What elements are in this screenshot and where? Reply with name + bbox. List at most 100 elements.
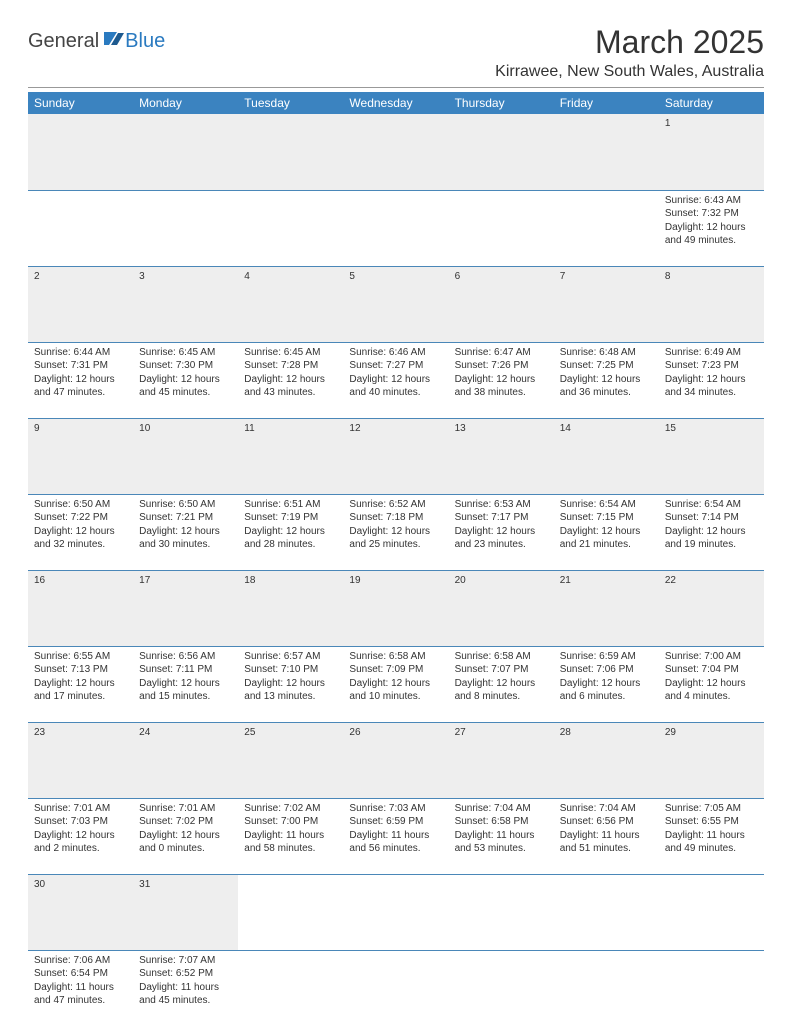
daylight-line: Daylight: 12 hours	[139, 373, 232, 387]
day-cell: Sunrise: 6:49 AMSunset: 7:23 PMDaylight:…	[659, 342, 764, 418]
daylight-line: Daylight: 11 hours	[139, 981, 232, 995]
daylight-line: Daylight: 12 hours	[244, 677, 337, 691]
sunset-line: Sunset: 7:10 PM	[244, 663, 337, 677]
day-number-cell: 28	[554, 722, 659, 798]
page-header: General Blue March 2025 Kirrawee, New So…	[28, 24, 764, 88]
daylight-line: Daylight: 12 hours	[560, 373, 653, 387]
sunset-line: Sunset: 7:07 PM	[455, 663, 548, 677]
day-cell: Sunrise: 6:58 AMSunset: 7:07 PMDaylight:…	[449, 646, 554, 722]
sunrise-line: Sunrise: 7:07 AM	[139, 954, 232, 968]
sunrise-line: Sunrise: 7:04 AM	[455, 802, 548, 816]
sunrise-line: Sunrise: 6:46 AM	[349, 346, 442, 360]
day-cell: Sunrise: 6:50 AMSunset: 7:22 PMDaylight:…	[28, 494, 133, 570]
daylight-line-2: and 15 minutes.	[139, 690, 232, 704]
sunrise-line: Sunrise: 6:51 AM	[244, 498, 337, 512]
daylight-line: Daylight: 12 hours	[560, 677, 653, 691]
sunrise-line: Sunrise: 7:06 AM	[34, 954, 127, 968]
sunset-line: Sunset: 7:09 PM	[349, 663, 442, 677]
empty-day-cell	[554, 950, 659, 1026]
day-cell: Sunrise: 6:57 AMSunset: 7:10 PMDaylight:…	[238, 646, 343, 722]
daylight-line-2: and 49 minutes.	[665, 842, 758, 856]
day-number-cell: 14	[554, 418, 659, 494]
empty-day-cell	[343, 190, 448, 266]
daylight-line-2: and 58 minutes.	[244, 842, 337, 856]
daylight-line: Daylight: 12 hours	[34, 373, 127, 387]
daylight-line: Daylight: 12 hours	[455, 677, 548, 691]
empty-daynum-cell	[659, 874, 764, 950]
brand-logo: General Blue	[28, 30, 165, 53]
empty-daynum-cell	[133, 114, 238, 190]
daylight-line: Daylight: 11 hours	[560, 829, 653, 843]
day-cell: Sunrise: 6:53 AMSunset: 7:17 PMDaylight:…	[449, 494, 554, 570]
sunrise-line: Sunrise: 6:57 AM	[244, 650, 337, 664]
weekday-header: Sunday	[28, 92, 133, 114]
sunrise-line: Sunrise: 6:55 AM	[34, 650, 127, 664]
daylight-line-2: and 38 minutes.	[455, 386, 548, 400]
sunset-line: Sunset: 7:28 PM	[244, 359, 337, 373]
sunrise-line: Sunrise: 6:58 AM	[349, 650, 442, 664]
detail-row: Sunrise: 7:01 AMSunset: 7:03 PMDaylight:…	[28, 798, 764, 874]
day-number-cell: 15	[659, 418, 764, 494]
day-number-cell: 26	[343, 722, 448, 798]
sunrise-line: Sunrise: 7:01 AM	[34, 802, 127, 816]
daylight-line-2: and 4 minutes.	[665, 690, 758, 704]
daynum-row: 1	[28, 114, 764, 190]
empty-daynum-cell	[238, 874, 343, 950]
daylight-line: Daylight: 12 hours	[665, 525, 758, 539]
calendar-table: SundayMondayTuesdayWednesdayThursdayFrid…	[28, 92, 764, 1026]
detail-row: Sunrise: 6:55 AMSunset: 7:13 PMDaylight:…	[28, 646, 764, 722]
day-number-cell: 12	[343, 418, 448, 494]
detail-row: Sunrise: 7:06 AMSunset: 6:54 PMDaylight:…	[28, 950, 764, 1026]
daylight-line: Daylight: 12 hours	[139, 677, 232, 691]
day-cell: Sunrise: 7:04 AMSunset: 6:56 PMDaylight:…	[554, 798, 659, 874]
empty-daynum-cell	[554, 874, 659, 950]
month-title: March 2025	[495, 24, 764, 61]
daylight-line: Daylight: 12 hours	[349, 677, 442, 691]
daylight-line: Daylight: 12 hours	[34, 525, 127, 539]
daylight-line-2: and 25 minutes.	[349, 538, 442, 552]
daynum-row: 3031	[28, 874, 764, 950]
sunrise-line: Sunrise: 6:47 AM	[455, 346, 548, 360]
day-number-cell: 5	[343, 266, 448, 342]
daylight-line: Daylight: 12 hours	[455, 373, 548, 387]
daynum-row: 23242526272829	[28, 722, 764, 798]
day-cell: Sunrise: 7:02 AMSunset: 7:00 PMDaylight:…	[238, 798, 343, 874]
daylight-line-2: and 13 minutes.	[244, 690, 337, 704]
day-cell: Sunrise: 6:55 AMSunset: 7:13 PMDaylight:…	[28, 646, 133, 722]
sunrise-line: Sunrise: 7:01 AM	[139, 802, 232, 816]
day-number-cell: 27	[449, 722, 554, 798]
day-number-cell: 29	[659, 722, 764, 798]
daylight-line: Daylight: 12 hours	[665, 221, 758, 235]
day-number-cell: 20	[449, 570, 554, 646]
day-number-cell: 17	[133, 570, 238, 646]
daylight-line-2: and 43 minutes.	[244, 386, 337, 400]
day-cell: Sunrise: 6:56 AMSunset: 7:11 PMDaylight:…	[133, 646, 238, 722]
sunset-line: Sunset: 7:32 PM	[665, 207, 758, 221]
empty-daynum-cell	[238, 114, 343, 190]
daylight-line: Daylight: 11 hours	[349, 829, 442, 843]
sunset-line: Sunset: 7:27 PM	[349, 359, 442, 373]
daylight-line: Daylight: 12 hours	[244, 373, 337, 387]
sunset-line: Sunset: 6:59 PM	[349, 815, 442, 829]
sunrise-line: Sunrise: 7:02 AM	[244, 802, 337, 816]
day-number-cell: 8	[659, 266, 764, 342]
sunrise-line: Sunrise: 6:43 AM	[665, 194, 758, 208]
sunset-line: Sunset: 7:04 PM	[665, 663, 758, 677]
weekday-header: Thursday	[449, 92, 554, 114]
sunset-line: Sunset: 7:17 PM	[455, 511, 548, 525]
daylight-line-2: and 36 minutes.	[560, 386, 653, 400]
daylight-line: Daylight: 12 hours	[665, 677, 758, 691]
day-cell: Sunrise: 6:46 AMSunset: 7:27 PMDaylight:…	[343, 342, 448, 418]
day-cell: Sunrise: 6:54 AMSunset: 7:15 PMDaylight:…	[554, 494, 659, 570]
sunrise-line: Sunrise: 6:44 AM	[34, 346, 127, 360]
daylight-line: Daylight: 12 hours	[665, 373, 758, 387]
day-number-cell: 23	[28, 722, 133, 798]
daylight-line-2: and 47 minutes.	[34, 994, 127, 1008]
detail-row: Sunrise: 6:44 AMSunset: 7:31 PMDaylight:…	[28, 342, 764, 418]
empty-day-cell	[449, 950, 554, 1026]
day-number-cell: 3	[133, 266, 238, 342]
sunset-line: Sunset: 7:14 PM	[665, 511, 758, 525]
day-cell: Sunrise: 7:05 AMSunset: 6:55 PMDaylight:…	[659, 798, 764, 874]
daylight-line-2: and 32 minutes.	[34, 538, 127, 552]
weekday-header: Monday	[133, 92, 238, 114]
